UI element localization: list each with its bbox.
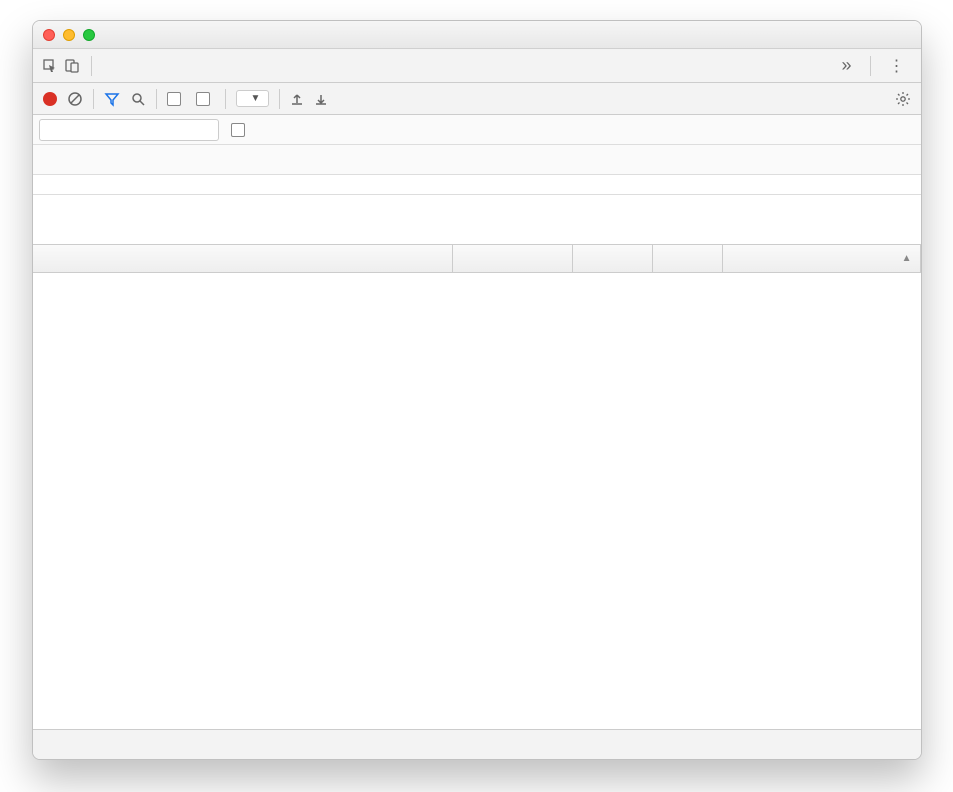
table-header: ▲ <box>33 245 921 273</box>
gear-icon[interactable] <box>895 91 911 107</box>
separator <box>225 89 226 109</box>
col-priority[interactable] <box>653 245 723 272</box>
separator <box>93 89 94 109</box>
device-icon[interactable] <box>63 57 81 75</box>
disable-cache-checkbox[interactable] <box>196 92 215 106</box>
search-icon[interactable] <box>130 91 146 107</box>
filter-bar <box>33 115 921 145</box>
upload-har-icon[interactable] <box>290 92 304 106</box>
maximize-button[interactable] <box>83 29 95 41</box>
filter-icon[interactable] <box>104 91 120 107</box>
request-table <box>33 273 921 729</box>
separator <box>870 56 871 76</box>
titlebar <box>33 21 921 49</box>
col-size[interactable] <box>573 245 653 272</box>
sort-indicator-icon: ▲ <box>902 253 912 264</box>
status-bar <box>33 729 921 759</box>
filter-input[interactable] <box>39 119 219 141</box>
separator <box>279 89 280 109</box>
minimize-button[interactable] <box>63 29 75 41</box>
type-filter-bar <box>33 145 921 175</box>
timeline-ruler <box>33 175 921 195</box>
col-name[interactable] <box>33 245 453 272</box>
devtools-window: » ⋮ ▼ <box>32 20 922 760</box>
close-button[interactable] <box>43 29 55 41</box>
separator <box>91 56 92 76</box>
separator <box>156 89 157 109</box>
timeline-body <box>33 195 921 245</box>
throttle-select[interactable]: ▼ <box>236 90 270 107</box>
more-panels-icon[interactable]: » <box>833 55 859 76</box>
record-button[interactable] <box>43 92 57 106</box>
col-waterfall[interactable]: ▲ <box>723 245 921 272</box>
settings-kebab-icon[interactable]: ⋮ <box>881 56 913 76</box>
col-type[interactable] <box>453 245 573 272</box>
traffic-lights <box>43 29 95 41</box>
preserve-log-checkbox[interactable] <box>167 92 186 106</box>
inspect-icon[interactable] <box>41 57 59 75</box>
clear-icon[interactable] <box>67 91 83 107</box>
overview-timeline[interactable] <box>33 175 921 245</box>
chevron-down-icon: ▼ <box>251 93 261 104</box>
panel-tabbar: » ⋮ <box>33 49 921 83</box>
download-har-icon[interactable] <box>314 92 328 106</box>
network-toolbar: ▼ <box>33 83 921 115</box>
hide-data-urls-checkbox[interactable] <box>231 123 250 137</box>
